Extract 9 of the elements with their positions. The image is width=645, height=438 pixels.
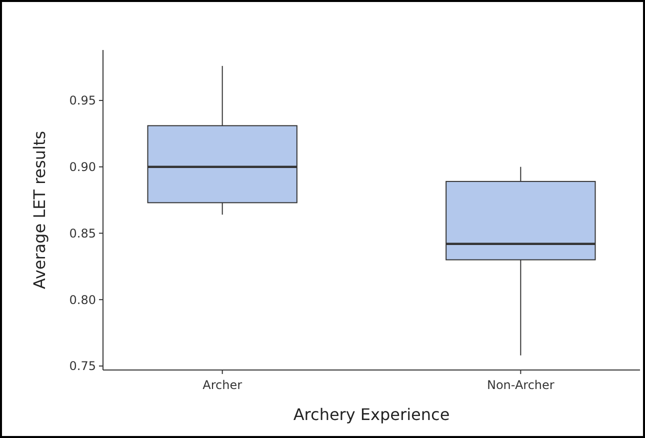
x-tick-label: Archer	[202, 378, 242, 392]
y-tick-label: 0.90	[69, 160, 96, 174]
y-tick-label: 0.80	[69, 292, 96, 307]
y-axis-title: Average LET results	[30, 130, 49, 290]
y-tick-label: 0.95	[69, 94, 96, 108]
y-tick-label: 0.85	[69, 226, 96, 240]
x-tick-label: Non-Archer	[486, 378, 554, 392]
x-axis-title: Archery Experience	[293, 405, 450, 424]
y-tick-label: 0.75	[69, 359, 96, 374]
